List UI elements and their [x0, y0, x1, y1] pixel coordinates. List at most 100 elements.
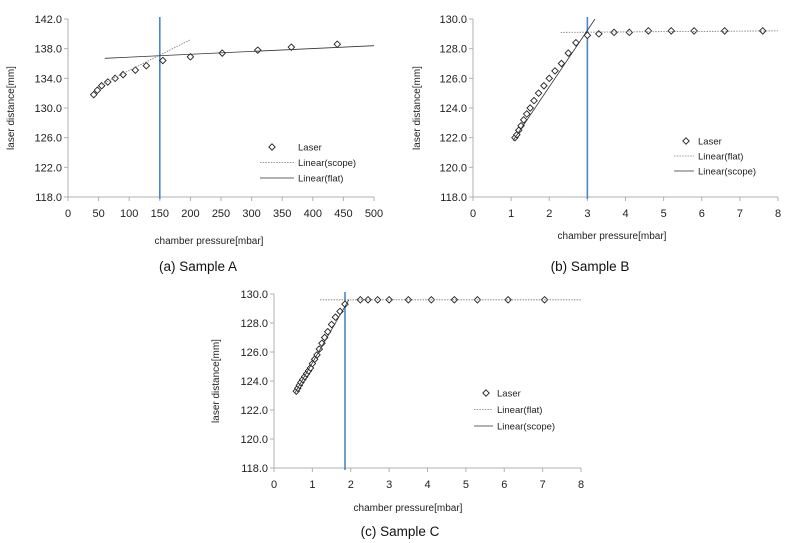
data-point — [551, 67, 559, 75]
data-point — [97, 81, 106, 90]
x-tick-label: 450 — [334, 208, 352, 220]
data-point — [287, 43, 296, 52]
x-tick-label: 200 — [181, 208, 199, 220]
x-tick-label: 0 — [470, 208, 476, 220]
data-point — [333, 40, 342, 49]
x-tick-label: 7 — [540, 479, 546, 491]
data-point — [530, 96, 538, 105]
legend-label: Linear(flat) — [497, 405, 542, 416]
legend-label: Laser — [298, 143, 322, 154]
x-tick-label: 5 — [463, 479, 469, 491]
y-axis-label: laser distance[mm] — [211, 339, 222, 423]
x-tick-label: 300 — [242, 208, 260, 220]
data-point — [385, 295, 393, 304]
x-tick-label: 6 — [699, 208, 705, 220]
x-tick-label: 7 — [737, 208, 743, 220]
legend-label: Laser — [698, 137, 722, 148]
x-tick-label: 100 — [120, 208, 138, 220]
x-axis-label: chamber pressure[mbar] — [558, 231, 667, 242]
data-point — [720, 27, 729, 35]
y-tick-label: 128.0 — [439, 44, 467, 56]
data-point — [522, 110, 531, 118]
data-point — [519, 116, 528, 124]
x-tick-label: 3 — [584, 208, 590, 220]
data-point — [690, 27, 698, 35]
legend-marker-laser — [268, 143, 276, 151]
x-tick-label: 8 — [775, 208, 781, 220]
x-tick-label: 4 — [622, 208, 628, 220]
y-tick-label: 118.0 — [440, 192, 467, 204]
data-point — [557, 59, 566, 68]
data-point — [758, 27, 767, 35]
data-point — [534, 89, 543, 98]
y-tick-label: 138.0 — [34, 44, 62, 56]
chart-panel-0: 118.0 122.0 126.0 130.0 134.0 138.0 142.0 0 50 10… — [6, 14, 383, 274]
x-tick-label: 0 — [271, 479, 277, 491]
y-tick-label: 134.0 — [34, 73, 62, 85]
legend-label: Linear(scope) — [298, 158, 356, 169]
data-point — [103, 78, 112, 86]
y-tick-label: 126.0 — [240, 347, 268, 359]
x-tick-label: 2 — [348, 479, 354, 491]
fit-line-linear-scope — [101, 39, 191, 85]
fit-line-linear-scope — [512, 18, 596, 141]
x-tick-label: 350 — [273, 208, 291, 220]
y-tick-label: 128.0 — [240, 318, 268, 330]
x-tick-label: 3 — [386, 479, 392, 491]
x-tick-label: 500 — [365, 208, 383, 220]
x-tick-label: 5 — [661, 208, 667, 220]
data-point — [364, 295, 372, 304]
legend-label: Linear(flat) — [698, 152, 743, 163]
data-point — [356, 295, 365, 304]
y-tick-label: 120.0 — [439, 162, 467, 174]
x-tick-label: 0 — [65, 208, 71, 220]
data-point — [667, 27, 676, 35]
data-point — [594, 29, 603, 38]
data-point — [159, 56, 167, 65]
x-tick-label: 50 — [92, 208, 104, 220]
chart-panel-1: 118.0 120.0 122.0 124.0 126.0 128.0 130.0 0 1 2 3 4… — [412, 14, 781, 274]
x-tick-label: 1 — [309, 479, 315, 491]
data-point — [93, 86, 102, 95]
x-tick-label: 2 — [546, 208, 552, 220]
y-tick-label: 122.0 — [240, 405, 268, 417]
data-point — [540, 81, 548, 90]
data-point — [564, 49, 573, 57]
y-tick-label: 124.0 — [240, 376, 268, 388]
data-point — [610, 28, 618, 37]
data-point — [327, 320, 336, 329]
figure-caption: (b) Sample B — [551, 259, 630, 274]
y-tick-label: 118.0 — [241, 463, 268, 475]
fit-line-linear-flat — [560, 30, 779, 33]
data-point — [119, 70, 127, 79]
legend-label: Linear(scope) — [698, 167, 756, 178]
data-point — [331, 313, 340, 322]
data-point — [526, 104, 535, 112]
figure-caption: (a) Sample A — [159, 259, 237, 274]
y-tick-label: 142.0 — [34, 14, 62, 26]
data-point — [450, 295, 459, 304]
legend-label: Linear(flat) — [298, 174, 343, 185]
fit-line-linear-flat — [104, 45, 375, 59]
y-tick-label: 130.0 — [240, 289, 268, 301]
legend-marker-laser — [682, 137, 690, 145]
x-tick-label: 250 — [212, 208, 230, 220]
y-tick-label: 130.0 — [439, 14, 467, 26]
data-point — [572, 38, 580, 47]
y-tick-label: 122.0 — [439, 133, 467, 145]
y-tick-label: 118.0 — [35, 192, 62, 204]
y-tick-label: 122.0 — [34, 162, 62, 174]
x-tick-label: 4 — [424, 479, 430, 491]
x-tick-label: 6 — [501, 479, 507, 491]
data-point — [131, 66, 140, 75]
data-point — [625, 28, 634, 37]
data-point — [111, 74, 119, 83]
legend-marker-laser — [482, 389, 490, 397]
x-axis-label: chamber pressure[mbar] — [354, 503, 463, 514]
y-tick-label: 124.0 — [439, 103, 467, 115]
y-axis-label: laser distance[mm] — [6, 66, 17, 150]
chart-panel-2: 118.0 120.0 122.0 124.0 126.0 128.0 130.0 0 1 2 3 4… — [211, 289, 584, 539]
data-point — [644, 27, 653, 35]
legend-label: Linear(scope) — [497, 422, 555, 433]
